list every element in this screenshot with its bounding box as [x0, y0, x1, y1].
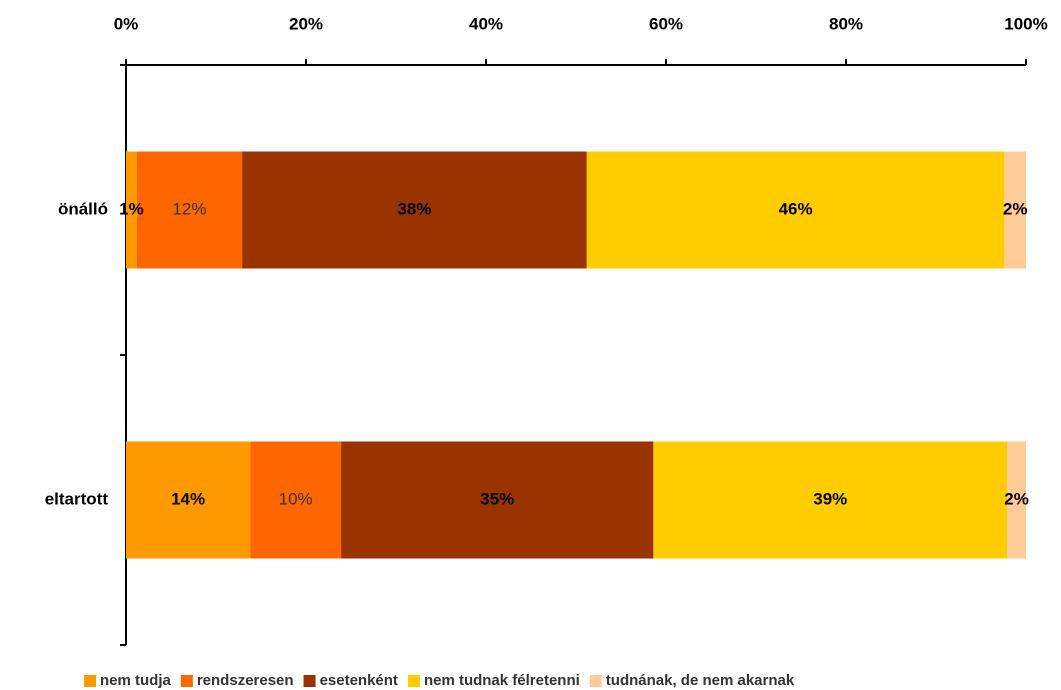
- bar-segment: [126, 151, 137, 269]
- legend-label: nem tudja: [100, 672, 171, 689]
- bar-segment: [1004, 151, 1026, 269]
- x-tick-label: 40%: [469, 14, 503, 33]
- bar-segment: [341, 441, 654, 559]
- data-label: 2%: [1004, 489, 1029, 508]
- bar-segment: [586, 151, 1005, 269]
- bar-segment: [250, 441, 342, 559]
- legend-swatch: [84, 675, 96, 687]
- data-label: 35%: [480, 489, 514, 508]
- bar-segment: [136, 151, 243, 269]
- bar-segment: [653, 441, 1008, 559]
- bar-segment: [242, 151, 587, 269]
- category-label: önálló: [58, 199, 108, 218]
- data-label: 12%: [172, 199, 206, 218]
- legend-label: tudnának, de nem akarnak: [606, 672, 795, 689]
- data-label: 2%: [1003, 199, 1028, 218]
- x-tick-label: 80%: [829, 14, 863, 33]
- legend-swatch: [303, 675, 316, 687]
- bar-segment: [1007, 441, 1026, 559]
- legend-label: rendszeresen: [197, 672, 294, 689]
- data-label: 39%: [813, 489, 847, 508]
- x-tick-label: 0%: [114, 14, 139, 33]
- category-label: eltartott: [45, 489, 109, 508]
- legend-label: nem tudnak félretenni: [424, 672, 580, 689]
- data-label: 46%: [779, 199, 813, 218]
- data-label: 14%: [171, 489, 205, 508]
- legend-swatch: [407, 675, 420, 687]
- legend-label: esetenként: [320, 672, 398, 689]
- legend-swatch: [180, 675, 193, 687]
- data-label: 1%: [119, 199, 144, 218]
- x-tick-label: 20%: [289, 14, 323, 33]
- data-label: 38%: [397, 199, 431, 218]
- bar-segment: [126, 441, 251, 559]
- legend-swatch: [589, 675, 602, 687]
- x-tick-label: 60%: [649, 14, 683, 33]
- x-tick-label: 100%: [1004, 14, 1047, 33]
- data-label: 10%: [279, 489, 313, 508]
